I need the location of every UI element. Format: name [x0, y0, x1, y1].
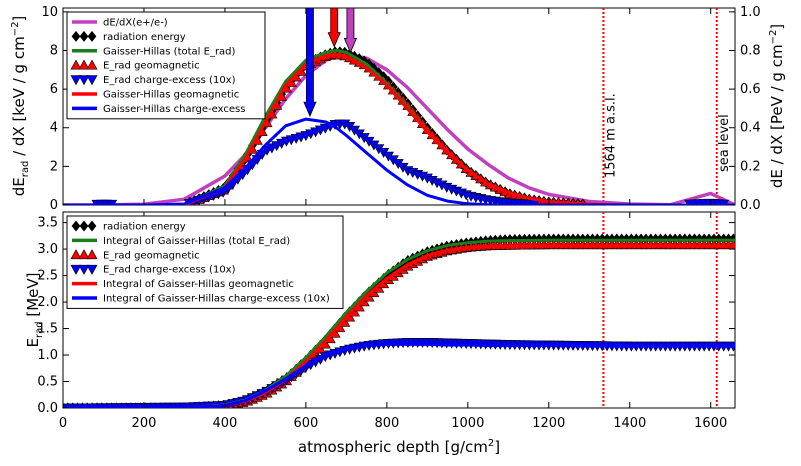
top-legend-marker [86, 59, 98, 70]
bottom-ytick-label: 3.5 [37, 216, 58, 231]
bottom-legend-marker [71, 220, 81, 232]
top-legend-marker [78, 59, 90, 70]
top-ytick-label: 4 [50, 121, 58, 136]
top-legend-label-de-dx-e-e: dE/dX(e+/e-) [103, 18, 168, 29]
bottom-series-integral-of-gaisser-hillas-charge-excess-10x [63, 342, 735, 408]
top-y2tick-label: 1.0 [740, 5, 761, 20]
top-legend-marker [71, 30, 81, 42]
bottom-legend-marker [70, 264, 82, 275]
bottom-legend-swatch-e-rad-geomagnetic [70, 249, 98, 260]
top-legend-label-gaisser-hillas-charge-excess: Gaisser-Hillas charge-excess [103, 104, 245, 115]
bottom-legend-swatch-e-rad-charge-excess-10x [70, 264, 98, 275]
bottom-legend-marker [86, 249, 98, 260]
bottom-legend-marker [70, 249, 82, 260]
bottom-xtick-label: 600 [293, 416, 318, 431]
bottom-legend-label-radiation-energy: radiation energy [103, 222, 186, 233]
bottom-legend-marker [87, 220, 97, 232]
top-y2tick-label: 0.2 [740, 159, 761, 174]
top-y2tick-label: 0.4 [740, 121, 761, 136]
top-legend-marker [70, 75, 82, 86]
bottom-legend: radiation energy Integral of Gaisser-Hill… [66, 215, 344, 309]
bottom-xtick-label: 1200 [532, 416, 565, 431]
top-arrow-2 [343, 7, 358, 54]
top-legend-marker [87, 30, 97, 42]
bottom-xtick-label: 400 [213, 416, 238, 431]
vline-label-1564-m-a-s-l: 1564 m a.s.l. [603, 93, 618, 178]
top-legend-label-gaisser-hillas-total-e-rad: Gaisser-Hillas (total E_rad) [103, 46, 236, 57]
top-legend-marker [86, 75, 98, 86]
bottom-ytick-label: 1.5 [37, 322, 58, 337]
bottom-legend-marker [78, 249, 90, 260]
vline-label-sea-level: sea level [717, 114, 732, 172]
top-y2-axis-label: dE / dX [PeV / g cm−2] [768, 24, 786, 188]
top-y2tick-label: 0.0 [740, 198, 761, 213]
bottom-legend-label-integral-of-gaisser-hillas-geomagnetic: Integral of Gaisser-Hillas geomagnetic [103, 279, 294, 290]
bottom-ytick-label: 2.0 [37, 295, 58, 310]
bottom-legend-label-integral-of-gaisser-hillas-charge-excess-10x: Integral of Gaisser-Hillas charge-excess… [103, 294, 330, 305]
bottom-legend-box [66, 215, 344, 309]
bottom-xtick-label: 1400 [613, 416, 646, 431]
top-ytick-label: 8 [50, 43, 58, 58]
bottom-ytick-label: 0.0 [37, 401, 58, 416]
bottom-legend-marker [78, 264, 90, 275]
top-arrow-0 [303, 7, 317, 118]
bottom-ytick-label: 0.5 [37, 375, 58, 390]
top-ytick-label: 10 [41, 5, 58, 20]
bottom-series-e-rad-charge-excess-10x [63, 338, 735, 408]
top-legend-swatch-e-rad-charge-excess-10x [70, 75, 98, 86]
bottom-x-axis-label: atmospheric depth [g/cm2] [298, 438, 500, 456]
bottom-legend-swatch-radiation-energy [71, 220, 97, 232]
top-y2tick-label: 0.6 [740, 82, 761, 97]
top-legend-label-radiation-energy: radiation energy [103, 32, 186, 43]
top-legend-marker [78, 75, 90, 86]
top-legend-swatch-e-rad-geomagnetic [70, 59, 98, 70]
top-legend-label-gaisser-hillas-geomagnetic: Gaisser-Hillas geomagnetic [103, 90, 239, 101]
bottom-ytick-label: 2.5 [37, 269, 58, 284]
bottom-legend-marker [79, 220, 89, 232]
top-series-de-dx-e-e [63, 52, 735, 205]
top-legend-label-e-rad-charge-excess-10x: E_rad charge-excess (10x) [103, 75, 236, 86]
bottom-xtick-label: 800 [374, 416, 399, 431]
top-series-gaisser-hillas-charge-excess [63, 117, 735, 205]
top-y-axis-label: dErad / dX [keV / g cm−2] [10, 16, 31, 197]
top-ytick-label: 0 [50, 198, 58, 213]
bottom-xtick-label: 200 [132, 416, 157, 431]
top-legend-marker [79, 30, 89, 42]
top-series-gaisser-hillas-geomagnetic [63, 52, 735, 205]
bottom-legend-label-integral-of-gaisser-hillas-total-e-rad: Integral of Gaisser-Hillas (total E_rad) [103, 236, 290, 247]
top-ytick-label: 6 [50, 82, 58, 97]
top-ytick-label: 2 [50, 159, 58, 174]
bottom-xtick-label: 0 [59, 416, 67, 431]
top-legend-label-e-rad-geomagnetic: E_rad geomagnetic [103, 61, 200, 72]
top-legend: dE/dX(e+/e-) radiation energy Gaisser-Hill… [66, 11, 266, 120]
top-panel: 0 2 4 6 8 10 0.0 0.2 0.4 0.6 0.8 1.0 1564 m a.s.l.… [10, 5, 786, 213]
bottom-xtick-label: 1000 [451, 416, 484, 431]
bottom-ytick-label: 3.0 [37, 242, 58, 257]
top-legend-marker [70, 59, 82, 70]
top-legend-swatch-radiation-energy [71, 30, 97, 42]
top-y2tick-label: 0.8 [740, 43, 761, 58]
bottom-legend-label-e-rad-geomagnetic: E_rad geomagnetic [103, 250, 200, 261]
top-legend-box [66, 11, 266, 120]
top-arrow-1 [327, 7, 341, 48]
bottom-y-axis-label: Erad [MeV] [24, 273, 45, 348]
bottom-plot-frame [62, 211, 736, 409]
bottom-panel: 0.0 0.5 1.0 1.5 2.0 2.5 3.0 3.5 0 200 400 600 800 10… [24, 211, 736, 456]
top-plot-frame [62, 7, 736, 206]
bottom-legend-label-e-rad-charge-excess-10x: E_rad charge-excess (10x) [103, 265, 236, 276]
bottom-legend-marker [86, 264, 98, 275]
bottom-xtick-label: 1600 [694, 416, 727, 431]
bottom-ytick-label: 1.0 [37, 348, 58, 363]
